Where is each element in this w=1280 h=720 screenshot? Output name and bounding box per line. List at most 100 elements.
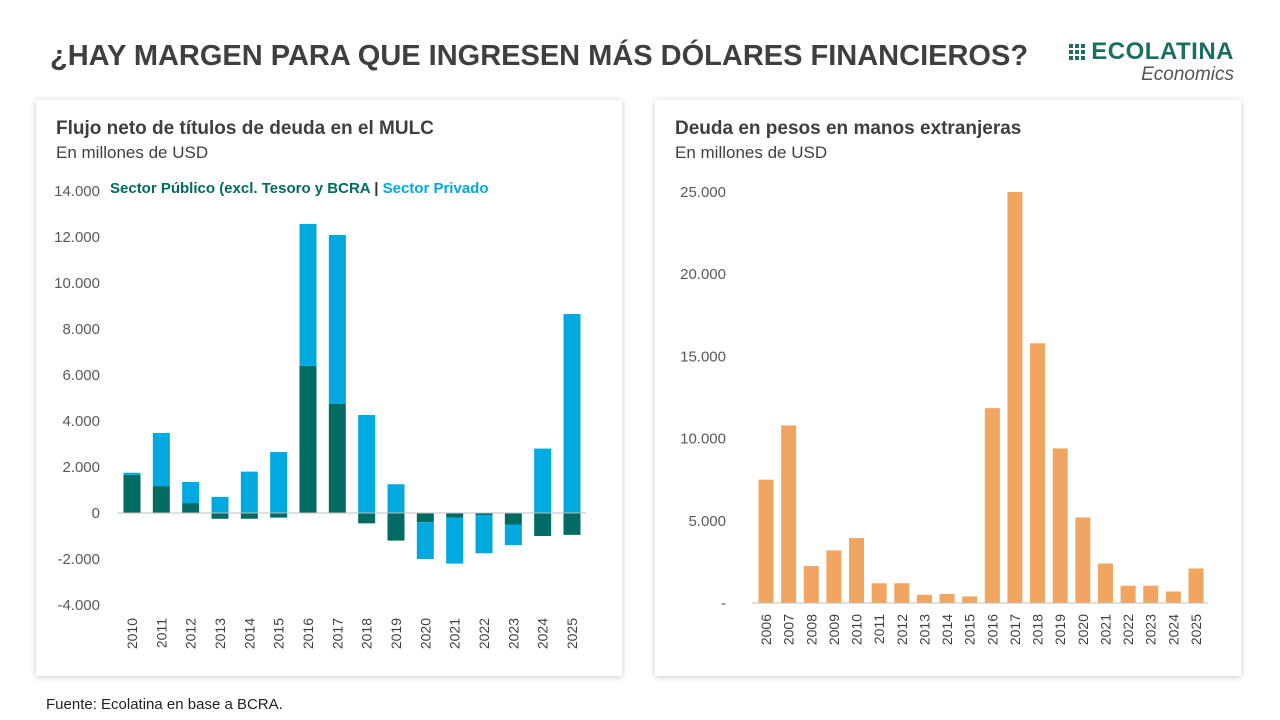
bar-private [123,472,141,476]
bar-private [270,452,288,513]
x-tick-label: 2019 [1052,614,1068,645]
bar-public [534,513,552,536]
chart-title: Deuda en pesos en manos extranjeras [675,118,1022,139]
x-tick-label: 2016 [300,618,316,649]
bar-public [446,513,464,518]
bar-private [211,496,229,513]
logo-grid-icon [1069,44,1086,60]
x-tick-label: 2025 [564,618,580,649]
bar [916,594,932,603]
x-tick-label: 2021 [1097,614,1113,645]
chart-subtitle: En millones de USD [675,143,828,162]
bar-private [240,471,258,513]
bar-private [446,517,464,564]
x-tick-label: 2009 [826,614,842,645]
bar-public [563,513,581,535]
chart-card-deuda: Deuda en pesos en manos extranjeras En m… [655,100,1241,676]
y-tick-label: 10.000 [54,275,100,292]
bar-public [475,513,493,516]
legend-separator: | [374,180,379,197]
page-title: ¿HAY MARGEN PARA QUE INGRESEN MÁS DÓLARE… [50,40,1029,72]
x-tick-label: 2014 [241,618,257,649]
bar [962,596,978,603]
bar [1052,448,1068,603]
x-tick-label: 2012 [894,614,910,645]
x-tick-label: 2012 [183,618,199,649]
bar-private [328,234,346,404]
x-tick-label: 2020 [1075,614,1091,645]
y-tick-label: 0 [92,505,100,522]
y-tick-label: -2.000 [57,551,100,568]
legend-private: Sector Privado [382,180,489,197]
bar [1075,517,1091,603]
x-tick-label: 2023 [1143,614,1159,645]
bar [1120,585,1136,603]
y-tick-label: 2.000 [62,459,100,476]
bar-public [152,486,170,513]
bar-public [182,503,200,513]
x-tick-label: 2007 [781,614,797,645]
logo-name: ECOLATINA [1091,38,1234,65]
y-tick-label: 6.000 [62,367,100,384]
logo-sub: Economics [1141,64,1234,85]
x-tick-label: 2020 [417,618,433,649]
bar [1143,585,1159,603]
x-tick-label: 2011 [871,614,887,644]
bar [849,538,865,603]
bar-public [387,513,405,541]
y-tick-label: 5.000 [688,513,726,530]
bar [758,479,774,603]
bar-private [534,448,552,513]
x-tick-label: 2017 [329,618,345,649]
x-tick-label: 2018 [359,618,375,649]
bar-private [416,522,434,559]
bar [1188,568,1204,603]
x-tick-label: 2018 [1030,614,1046,645]
x-tick-label: 2019 [388,618,404,649]
bar-private [182,481,200,504]
y-tick-label: 10.000 [680,431,726,448]
x-tick-label: 2014 [939,614,955,645]
bar-private [504,524,522,546]
x-tick-label: 2010 [124,618,140,649]
bar-public [270,513,288,518]
bar [826,550,842,603]
bar-public [416,513,434,523]
bar-private [475,515,493,554]
y-tick-label: 8.000 [62,321,100,338]
bar [871,583,887,603]
bar-private [152,432,170,487]
y-tick-label: 15.000 [680,348,726,365]
chart-title: Flujo neto de títulos de deuda en el MUL… [56,118,434,139]
bar [984,408,1000,603]
x-tick-label: 2025 [1188,614,1204,645]
x-tick-label: 2023 [505,618,521,649]
x-tick-label: 2015 [271,618,287,649]
bar [1030,343,1046,603]
x-tick-label: 2022 [1120,614,1136,645]
bar-public [504,513,522,525]
y-tick-label: -4.000 [57,597,100,614]
x-tick-label: 2024 [1165,614,1181,645]
legend: Sector Público (excl. Tesoro y BCRA | Se… [110,180,488,197]
bar [1165,591,1181,603]
x-tick-label: 2010 [849,614,865,645]
x-tick-label: 2017 [1007,614,1023,645]
bar-private [299,223,317,366]
bar [803,566,819,603]
x-tick-label: 2022 [476,618,492,649]
y-tick-label: 25.000 [680,184,726,201]
bar-public [358,513,376,524]
x-tick-label: 2008 [803,614,819,645]
legend-public: Sector Público (excl. Tesoro y BCRA [110,180,371,197]
y-tick-label: 4.000 [62,413,100,430]
bar [939,593,955,603]
x-tick-label: 2021 [447,618,463,649]
y-tick-label: 12.000 [54,229,100,246]
x-tick-label: 2015 [962,614,978,645]
bar [1097,563,1113,603]
bar-private [563,314,581,513]
bar-public [328,403,346,513]
bar [1007,192,1023,603]
x-tick-label: 2013 [212,618,228,649]
